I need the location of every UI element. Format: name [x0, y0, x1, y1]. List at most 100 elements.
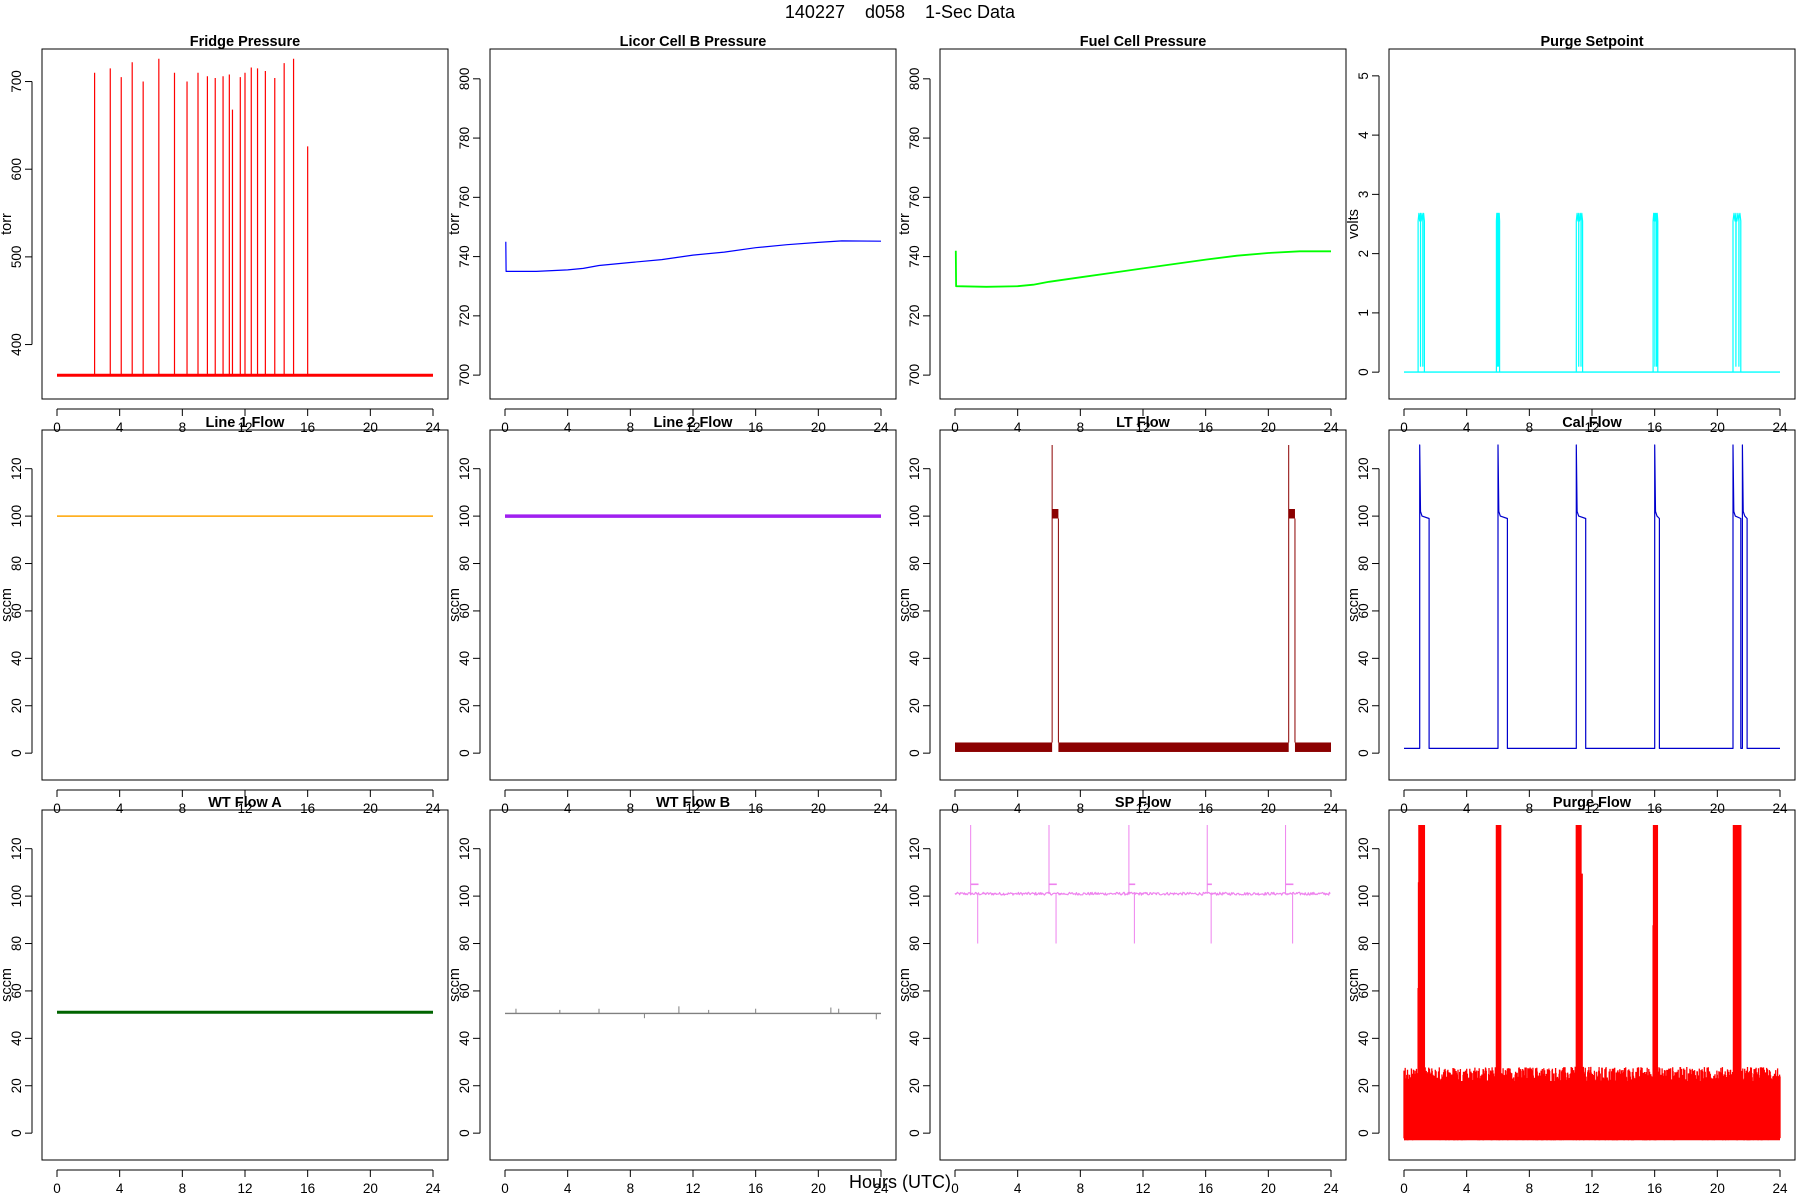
x-tick-label: 20 — [811, 801, 826, 816]
x-tick-label: 12 — [1135, 420, 1150, 435]
x-tick-label: 8 — [1077, 801, 1085, 816]
x-tick-label: 8 — [627, 801, 635, 816]
y-axis-label: sccm — [1346, 968, 1362, 1002]
x-tick-label: 4 — [116, 420, 124, 435]
x-tick-label: 20 — [811, 420, 826, 435]
series-line — [505, 240, 882, 272]
x-tick-label: 0 — [1400, 420, 1408, 435]
x-tick-label: 20 — [1710, 420, 1725, 435]
panel-title: Purge Setpoint — [1540, 34, 1643, 50]
x-tick-label: 20 — [1261, 801, 1276, 816]
y-tick-label: 20 — [9, 698, 24, 713]
y-tick-label: 720 — [907, 305, 922, 328]
x-tick-label: 16 — [300, 420, 315, 435]
panel-title: Fuel Cell Pressure — [1080, 34, 1207, 50]
y-tick-label: 20 — [1356, 1078, 1371, 1093]
x-tick-label: 0 — [53, 801, 61, 816]
y-tick-label: 60 — [1356, 983, 1371, 998]
y-axis-label: volts — [1346, 209, 1362, 239]
x-tick-label: 4 — [564, 420, 572, 435]
high-flow-band — [1288, 509, 1295, 519]
x-tick-label: 0 — [501, 801, 509, 816]
x-tick-label: 8 — [1077, 1181, 1085, 1196]
y-axis: 700 720 740 760 780 800 — [457, 68, 481, 386]
y-tick-label: 120 — [9, 457, 24, 480]
series-line — [954, 250, 1331, 288]
x-tick-label: 8 — [627, 1181, 635, 1196]
x-tick-label: 12 — [1584, 420, 1599, 435]
y-tick-label: 60 — [9, 983, 24, 998]
x-tick-label: 4 — [116, 1181, 124, 1196]
x-tick-label: 24 — [1772, 1181, 1788, 1196]
y-tick-label: 0 — [1356, 1129, 1371, 1137]
x-tick-label: 8 — [627, 420, 635, 435]
x-tick-label: 20 — [1261, 1181, 1276, 1196]
plot-frame — [41, 48, 449, 400]
y-axis: 0 20 40 60 80 100 120 — [1356, 837, 1380, 1137]
x-tick-label: 0 — [951, 420, 959, 435]
y-axis-label: sccm — [897, 588, 913, 622]
y-axis: 0 20 40 60 80 100 120 — [457, 837, 481, 1137]
x-tick-label: 16 — [748, 420, 763, 435]
y-tick-label: 400 — [9, 333, 24, 356]
panel-title: LT Flow — [1116, 415, 1170, 431]
plot-frame — [939, 809, 1347, 1161]
y-tick-label: 800 — [907, 68, 922, 91]
panel-title: SP Flow — [1115, 795, 1172, 811]
x-tick-label: 24 — [873, 801, 889, 816]
y-axis: 0 20 40 60 80 100 120 — [9, 837, 33, 1137]
plot-area — [1403, 825, 1781, 1141]
y-axis-label: sccm — [0, 588, 15, 622]
x-tick-label: 4 — [564, 1181, 572, 1196]
x-tick-label: 24 — [1772, 420, 1788, 435]
x-tick-label: 24 — [873, 420, 889, 435]
x-tick-label: 8 — [179, 1181, 187, 1196]
x-axis: 0 4 8 12 16 20 24 — [501, 408, 889, 435]
x-tick-label: 8 — [1526, 801, 1534, 816]
x-tick-label: 16 — [300, 1181, 315, 1196]
y-tick-label: 20 — [457, 1078, 472, 1093]
y-axis-label: sccm — [0, 968, 15, 1002]
x-axis: 0 4 8 12 16 20 24 — [501, 789, 889, 816]
x-tick-label: 12 — [1584, 801, 1599, 816]
panel-title: Purge Flow — [1553, 795, 1632, 811]
x-tick-label: 24 — [873, 1181, 889, 1196]
panel-title: Cal Flow — [1562, 415, 1622, 431]
x-tick-label: 0 — [1400, 801, 1408, 816]
y-tick-label: 100 — [457, 885, 472, 908]
y-tick-label: 800 — [457, 68, 472, 91]
x-tick-label: 12 — [237, 420, 252, 435]
x-tick-label: 24 — [425, 801, 441, 816]
plot-frame — [1388, 809, 1796, 1161]
y-axis: 0 20 40 60 80 100 120 — [457, 457, 481, 757]
plot-area — [505, 240, 882, 272]
x-tick-label: 16 — [1647, 801, 1662, 816]
plot-frame — [489, 809, 897, 1161]
y-tick-label: 700 — [9, 70, 24, 93]
y-tick-label: 2 — [1356, 250, 1371, 258]
y-tick-label: 760 — [457, 186, 472, 209]
x-tick-label: 4 — [1014, 1181, 1022, 1196]
x-tick-label: 0 — [501, 420, 509, 435]
plot-frame — [939, 429, 1347, 781]
y-tick-label: 40 — [907, 1031, 922, 1046]
x-axis: 0 4 8 12 16 20 24 — [1400, 408, 1788, 435]
x-axis: 0 4 8 12 16 20 24 — [1400, 1169, 1788, 1196]
x-tick-label: 8 — [1526, 420, 1534, 435]
y-tick-label: 780 — [907, 127, 922, 150]
x-tick-label: 4 — [1014, 420, 1022, 435]
y-axis: 0 1 2 3 4 5 — [1356, 72, 1380, 376]
panel-title: WT Flow A — [208, 795, 282, 811]
x-tick-label: 20 — [1710, 801, 1725, 816]
y-tick-label: 760 — [907, 186, 922, 209]
y-tick-label: 120 — [907, 457, 922, 480]
y-tick-label: 120 — [907, 837, 922, 860]
plot-frame — [489, 48, 897, 400]
